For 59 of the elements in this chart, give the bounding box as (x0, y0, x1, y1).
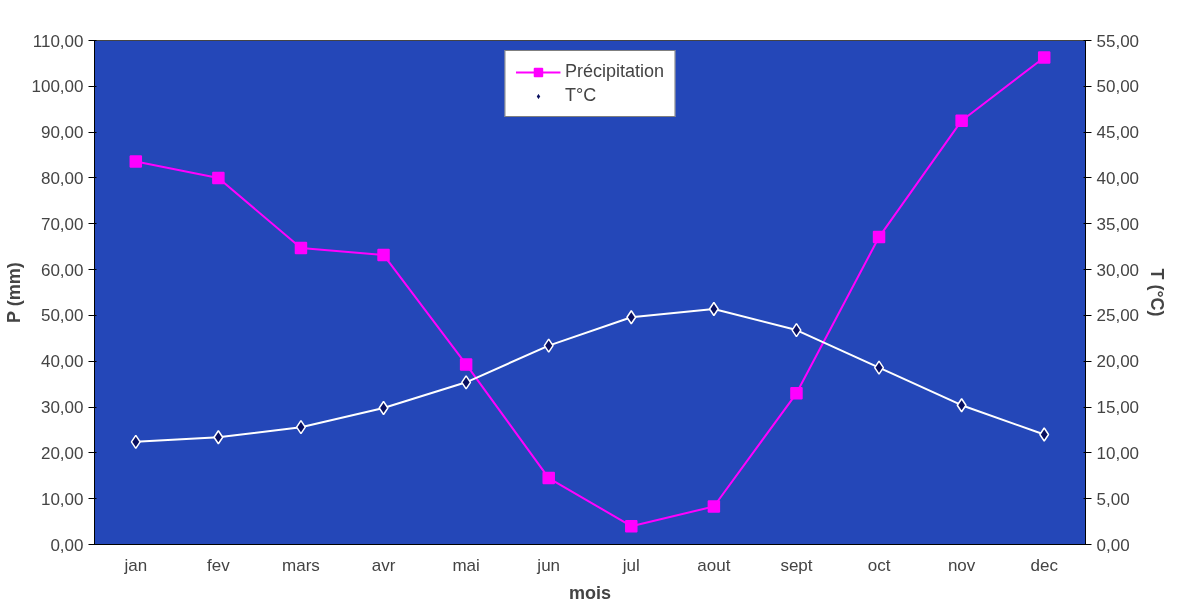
y2-tick-label: 25,00 (1096, 306, 1140, 326)
y2-tick-label: 40,00 (1096, 168, 1140, 188)
legend-label: Précipitation (564, 61, 665, 82)
point (873, 360, 885, 375)
point (129, 155, 143, 168)
x-axis-title: mois (568, 582, 612, 603)
y-tick-label: 40,00 (40, 352, 84, 372)
point (790, 387, 803, 400)
y2-tick-label: 45,00 (1096, 123, 1140, 143)
y2-tick-label: 5,00 (1096, 489, 1130, 509)
y2-tick-label: 55,00 (1096, 31, 1140, 51)
point (1037, 51, 1051, 64)
x-tick-label: jan (123, 555, 148, 575)
y-tick-label: 90,00 (40, 123, 84, 143)
y2-axis-title: T (°C) (1147, 268, 1168, 317)
y2-tick-label: 15,00 (1096, 398, 1140, 418)
x-tick-label: jun (536, 555, 561, 575)
y-tick-label: 70,00 (40, 214, 84, 234)
y-tick-label: 30,00 (40, 398, 84, 418)
x-tick-label: mai (452, 555, 480, 575)
x-tick-label: avr (371, 555, 396, 575)
x-tick-label: jul (621, 555, 640, 575)
point (459, 358, 473, 371)
y2-tick-label: 0,00 (1096, 535, 1130, 555)
point (707, 500, 721, 513)
y2-tick-label: 35,00 (1096, 214, 1140, 234)
point (543, 338, 554, 353)
x-tick-label: dec (1030, 555, 1059, 575)
x-tick-label: sept (780, 555, 813, 575)
point (872, 230, 886, 244)
y-tick-label: 80,00 (40, 168, 84, 188)
point (212, 171, 225, 185)
point (294, 241, 308, 255)
y-tick-label: 110,00 (32, 31, 84, 51)
point (461, 375, 472, 390)
legend-label: T°C (564, 85, 597, 106)
y2-tick-label: 10,00 (1096, 443, 1140, 463)
x-tick-label: mars (282, 555, 320, 575)
y2-tick-label: 50,00 (1096, 77, 1140, 97)
point (295, 419, 307, 435)
point (625, 519, 638, 533)
y2-tick-label: 20,00 (1096, 352, 1140, 372)
x-tick-label: fev (207, 555, 231, 575)
point (377, 248, 390, 262)
y2-tick-label: 30,00 (1096, 260, 1140, 280)
y-axis-title: P (mm) (3, 262, 24, 323)
y-tick-label: 20,00 (40, 443, 84, 463)
y-tick-label: 0,00 (50, 535, 84, 555)
point (955, 114, 968, 127)
y-tick-label: 60,00 (40, 260, 84, 280)
point (542, 471, 555, 485)
y-tick-label: 100,00 (31, 77, 84, 97)
x-tick-label: nov (947, 555, 976, 575)
x-tick-label: aout (697, 555, 731, 575)
point (1039, 427, 1050, 442)
y-tick-label: 10,00 (40, 489, 84, 509)
point (213, 430, 224, 445)
x-tick-label: oct (867, 555, 891, 575)
y-tick-label: 50,00 (40, 306, 84, 326)
